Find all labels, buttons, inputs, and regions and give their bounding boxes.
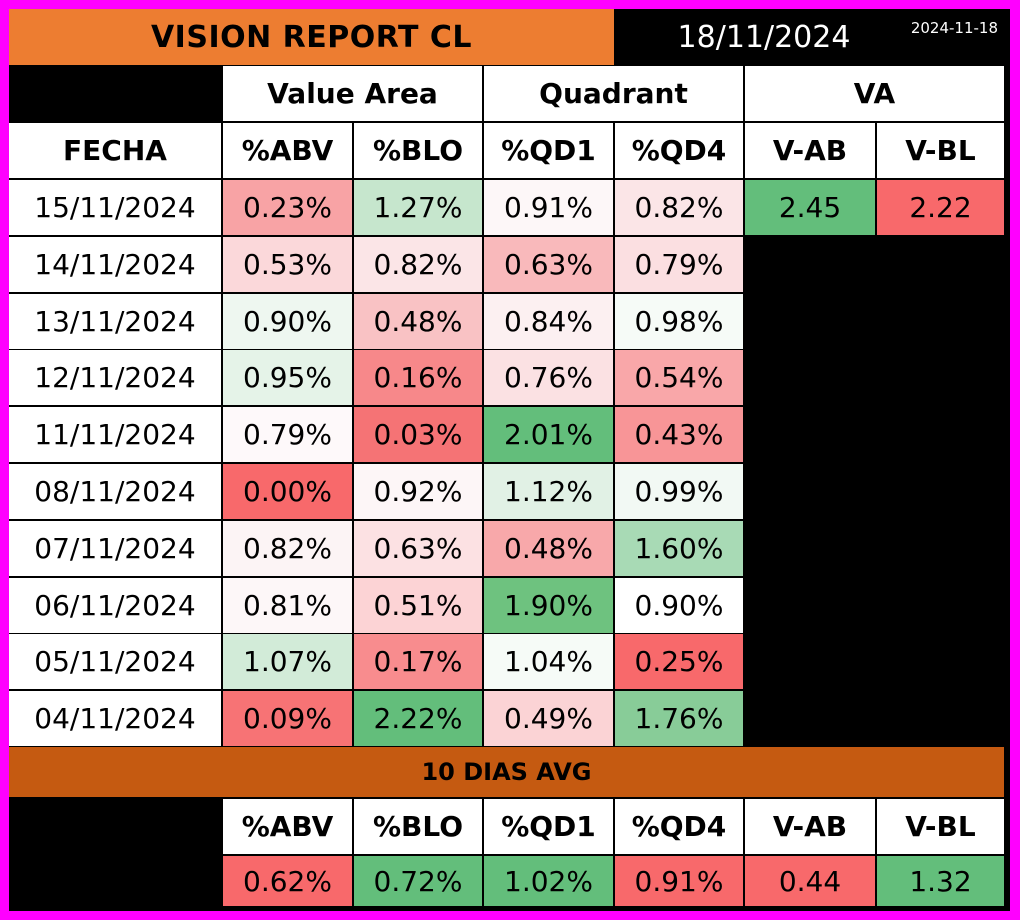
row-date: 07/11/2024 [9,521,221,576]
row-value-qd1: 1.90% [484,578,613,633]
row-value-qd4: 0.98% [615,294,743,349]
row-value-qd4: 0.43% [615,407,743,462]
row-value-blo: 0.16% [354,350,482,405]
report-date: 18/11/2024 [614,9,914,65]
row-value-abv: 0.23% [223,180,352,235]
avg-value-abv: 0.62% [223,856,352,906]
row-value-qd1: 0.49% [484,691,613,746]
row-date: 14/11/2024 [9,237,221,292]
row-value-abv: 0.79% [223,407,352,462]
row-value-qd4: 0.82% [615,180,743,235]
row-value-abv: 0.95% [223,350,352,405]
avg-header-abv: %ABV [223,799,352,854]
avg-header-vab: V-AB [745,799,875,854]
col-header-abv: %ABV [223,123,352,178]
row-value-blo: 0.63% [354,521,482,576]
row-value-abv: 0.09% [223,691,352,746]
row-date: 08/11/2024 [9,464,221,519]
va-vab-value: 2.45 [745,180,875,235]
col-header-fecha: FECHA [9,123,221,178]
row-value-qd1: 0.76% [484,350,613,405]
row-value-qd1: 0.63% [484,237,613,292]
row-date: 06/11/2024 [9,578,221,633]
avg-header-qd1: %QD1 [484,799,613,854]
row-value-blo: 1.27% [354,180,482,235]
row-value-blo: 0.17% [354,634,482,689]
avg-value-qd4: 0.91% [615,856,743,906]
row-value-qd1: 2.01% [484,407,613,462]
group-quadrant: Quadrant [484,66,743,121]
empty-corner [9,65,222,121]
row-value-abv: 0.81% [223,578,352,633]
row-value-qd4: 0.25% [615,634,743,689]
row-value-abv: 1.07% [223,634,352,689]
col-header-vab: V-AB [745,123,875,178]
row-date: 05/11/2024 [9,634,221,689]
row-value-qd1: 1.04% [484,634,613,689]
row-value-blo: 0.48% [354,294,482,349]
row-date: 13/11/2024 [9,294,221,349]
group-value-area: Value Area [223,66,482,121]
row-date: 04/11/2024 [9,691,221,746]
row-value-blo: 0.51% [354,578,482,633]
row-value-blo: 2.22% [354,691,482,746]
avg-value-qd1: 1.02% [484,856,613,906]
row-value-abv: 0.00% [223,464,352,519]
row-value-blo: 0.92% [354,464,482,519]
avg-header-vbl: V-BL [877,799,1004,854]
report-title: VISION REPORT CL [9,9,614,65]
row-date: 15/11/2024 [9,180,221,235]
row-value-qd4: 0.99% [615,464,743,519]
row-value-qd4: 0.79% [615,237,743,292]
col-header-blo: %BLO [354,123,482,178]
row-value-qd1: 1.12% [484,464,613,519]
avg-value-blo: 0.72% [354,856,482,906]
row-value-abv: 0.82% [223,521,352,576]
row-value-qd1: 0.84% [484,294,613,349]
avg-value-vab: 0.44 [745,856,875,906]
row-value-qd1: 0.91% [484,180,613,235]
va-vbl-value: 2.22 [877,180,1004,235]
group-va: VA [745,66,1004,121]
row-date: 12/11/2024 [9,350,221,405]
avg-header-qd4: %QD4 [615,799,743,854]
col-header-vbl: V-BL [877,123,1004,178]
timestamp: 2024-11-18 [910,19,998,37]
avg-value-vbl: 1.32 [877,856,1004,906]
report-table: VISION REPORT CL 18/11/2024 2024-11-18 V… [9,9,1010,911]
col-header-qd4: %QD4 [615,123,743,178]
row-date: 11/11/2024 [9,407,221,462]
row-value-qd4: 1.76% [615,691,743,746]
col-header-qd1: %QD1 [484,123,613,178]
row-value-qd4: 0.54% [615,350,743,405]
row-value-qd1: 0.48% [484,521,613,576]
row-value-qd4: 0.90% [615,578,743,633]
row-value-abv: 0.53% [223,237,352,292]
avg-section-title: 10 DIAS AVG [9,747,1004,797]
row-value-blo: 0.03% [354,407,482,462]
avg-header-blo: %BLO [354,799,482,854]
row-value-abv: 0.90% [223,294,352,349]
row-value-qd4: 1.60% [615,521,743,576]
row-value-blo: 0.82% [354,237,482,292]
